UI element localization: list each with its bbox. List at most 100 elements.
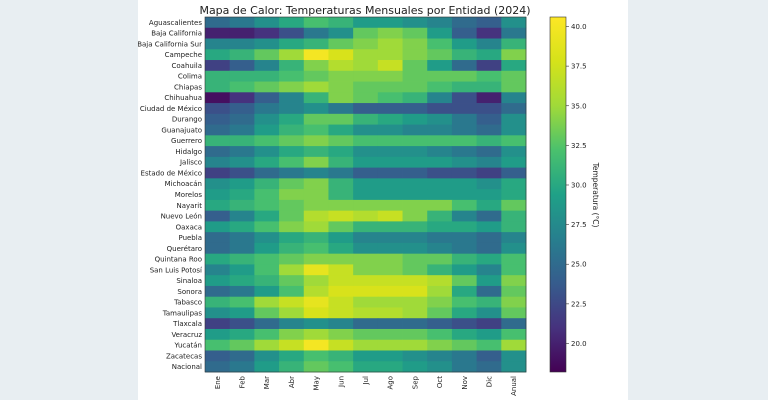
y-tick-label: Yucatán (173, 342, 202, 350)
heatmap-cell (254, 189, 280, 201)
colorbar-tick-label: 20.0 (571, 340, 587, 348)
heatmap-cell (427, 275, 453, 287)
x-tick-label: Sep (411, 375, 419, 389)
heatmap-cell (377, 17, 403, 29)
heatmap-cell (451, 81, 478, 93)
heatmap-cell (377, 210, 403, 222)
heatmap-cell (229, 135, 255, 147)
y-tick-label: Chihuahua (164, 94, 202, 102)
heatmap-cell (205, 60, 231, 72)
heatmap-cell (328, 199, 354, 212)
heatmap-cell (427, 27, 453, 39)
heatmap-cell (254, 339, 280, 351)
heatmap-cell (476, 103, 502, 115)
heatmap-cell (205, 307, 231, 319)
heatmap-cell (229, 124, 255, 136)
heatmap-cell (254, 156, 280, 169)
heatmap-cell (328, 135, 354, 147)
heatmap-cell (254, 38, 280, 50)
heatmap-cell (254, 264, 280, 276)
heatmap-cell (279, 242, 305, 255)
heatmap-cell (279, 296, 305, 308)
heatmap-cell (402, 146, 428, 158)
heatmap-cell (451, 92, 478, 104)
heatmap-cell (254, 253, 280, 265)
heatmap-cell (501, 221, 527, 233)
heatmap-cell (254, 307, 280, 319)
heatmap-cell (303, 264, 329, 276)
colorbar-tick-label: 37.5 (571, 63, 587, 71)
y-tick-label: Ciudad de México (140, 105, 202, 113)
x-tick-label: Oct (436, 376, 444, 388)
heatmap-cell (303, 49, 329, 61)
heatmap-cell (451, 199, 478, 212)
heatmap-cell (254, 361, 280, 373)
heatmap-cell (402, 307, 428, 319)
heatmap-cell (476, 49, 502, 61)
x-tick-label: May (313, 376, 321, 390)
heatmap-cell (328, 339, 354, 351)
heatmap-cell (303, 242, 329, 255)
heatmap-cell (353, 27, 379, 39)
heatmap-cell (377, 361, 403, 373)
heatmap-cell (254, 296, 280, 308)
heatmap-cell (377, 156, 403, 169)
heatmap-cell (353, 178, 379, 190)
heatmap-cell (353, 350, 379, 362)
heatmap-cell (279, 27, 305, 39)
heatmap-cell (205, 81, 231, 93)
y-tick-label: Nacional (172, 363, 202, 371)
heatmap-cell (402, 135, 428, 147)
heatmap-cell (501, 113, 527, 125)
y-tick-label: Coahuila (171, 62, 202, 70)
heatmap-cell (427, 135, 453, 147)
heatmap-cell (229, 81, 255, 93)
heatmap-cell (279, 285, 305, 298)
heatmap-cell (279, 38, 305, 50)
heatmap-cell (205, 275, 231, 287)
heatmap-cell (254, 210, 280, 222)
heatmap-cell (501, 232, 527, 244)
heatmap-cell (328, 38, 354, 50)
heatmap-cell (427, 70, 453, 82)
heatmap-cell (402, 242, 428, 255)
heatmap-cell (377, 124, 403, 136)
heatmap-cell (501, 103, 527, 115)
heatmap-cell (353, 17, 379, 29)
heatmap-cell (229, 167, 255, 179)
heatmap-cell (377, 135, 403, 147)
heatmap-cell (303, 285, 329, 298)
heatmap-cell (451, 285, 478, 298)
heatmap-cell (353, 275, 379, 287)
y-tick-label: Baja California (151, 30, 202, 38)
heatmap-cell (427, 285, 453, 298)
heatmap-cell (229, 307, 255, 319)
heatmap-cell (229, 17, 255, 29)
heatmap-cell (254, 27, 280, 39)
heatmap-cell (328, 167, 354, 179)
heatmap-cell (501, 70, 527, 82)
y-tick-label: Tamaulipas (162, 309, 203, 317)
colorbar-tick-label: 27.5 (571, 221, 587, 229)
heatmap-cell (229, 285, 255, 298)
heatmap-cell (377, 296, 403, 308)
heatmap-cell (501, 328, 527, 341)
heatmap-cell (328, 178, 354, 190)
heatmap-cell (427, 318, 453, 330)
heatmap-cell (353, 113, 379, 125)
heatmap-cell (205, 49, 231, 61)
y-tick-label: Estado de México (141, 169, 202, 177)
heatmap-cell (402, 38, 428, 50)
heatmap-cell (501, 339, 527, 351)
heatmap-cell (229, 242, 255, 255)
heatmap-cell (402, 339, 428, 351)
heatmap-cell (402, 232, 428, 244)
heatmap-cell (303, 275, 329, 287)
heatmap-cell (476, 242, 502, 255)
colorbar-ticks: 20.0 22.5 25.0 27.5 30.0 32.5 35.0 37.5 40.0 (566, 23, 587, 348)
y-tick-label: Oaxaca (176, 223, 202, 231)
heatmap-cell (451, 296, 478, 308)
heatmap-cell (229, 92, 255, 104)
heatmap-cell (451, 264, 478, 276)
heatmap-cell (254, 232, 280, 244)
